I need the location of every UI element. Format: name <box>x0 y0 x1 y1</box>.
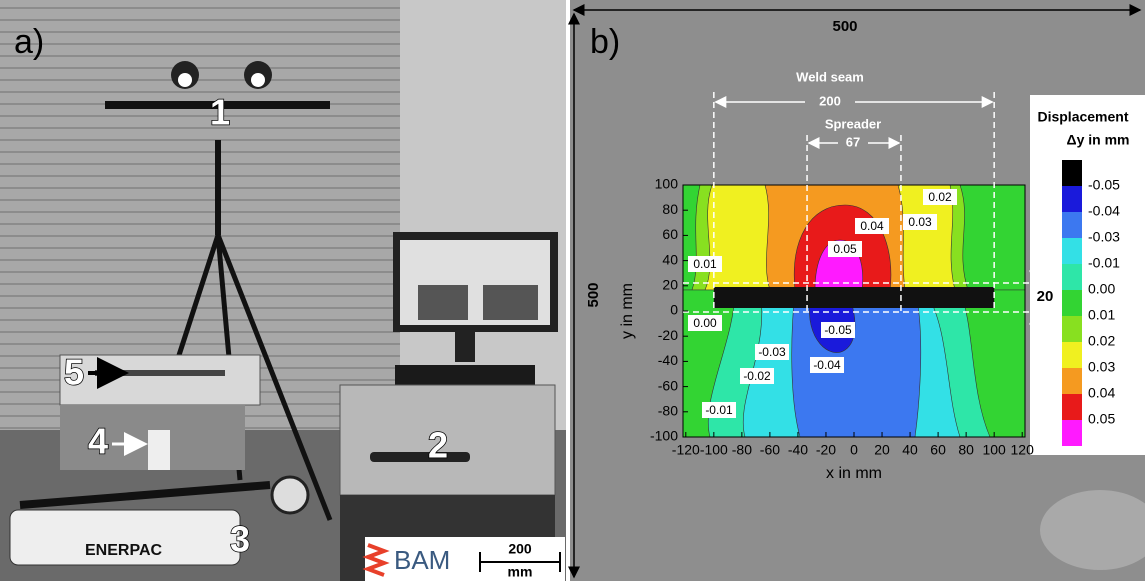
y-axis-label: y in mm <box>619 283 636 339</box>
x-tick-label: -40 <box>788 442 808 458</box>
panel-label: a) <box>14 23 44 61</box>
panel-label: b) <box>590 23 620 61</box>
contour-label-bg <box>810 357 844 373</box>
contour-label: -0.01 <box>705 403 733 417</box>
photo <box>0 0 566 581</box>
weld-seam-width: 200 <box>819 93 841 108</box>
contour-label-bg <box>821 322 855 338</box>
x-tick-label: 40 <box>902 442 918 458</box>
colorbar-label: 0.00 <box>1088 281 1115 297</box>
colorbar-swatch <box>1062 368 1082 394</box>
x-tick-label: -20 <box>816 442 836 458</box>
scale-value: 200 <box>508 541 532 557</box>
colorbar-label: 0.03 <box>1088 359 1115 375</box>
colorbar-swatch <box>1062 394 1082 420</box>
contour-label-bg <box>688 315 722 331</box>
colorbar-swatch <box>1062 290 1082 316</box>
x-tick-label: 120 <box>1011 442 1035 458</box>
contour-label: -0.02 <box>743 369 771 383</box>
y-tick-label: -100 <box>650 428 678 444</box>
colorbar-swatch <box>1062 212 1082 238</box>
spreader-title: Spreader <box>825 116 881 131</box>
contour-label-bg <box>755 344 789 360</box>
colorbar-label: -0.04 <box>1088 203 1120 219</box>
brand: ENERPAC <box>85 542 162 559</box>
y-tick-label: 100 <box>655 176 679 192</box>
weld-bar <box>713 287 995 308</box>
logo-mark <box>362 543 390 577</box>
colorbar-swatch <box>1062 160 1082 186</box>
y-tick-label: 20 <box>662 277 678 293</box>
callout: 2 <box>428 425 448 466</box>
height-label: 500 <box>585 282 602 307</box>
callout: 3 <box>230 519 250 560</box>
contour-label: 0.04 <box>860 219 884 233</box>
y-tick-label: 80 <box>662 201 678 217</box>
plate-reflection <box>1040 490 1145 570</box>
y-tick-label: 0 <box>670 302 678 318</box>
contour-label-bg <box>903 214 937 230</box>
x-tick-label: 20 <box>874 442 890 458</box>
x-tick-label: 80 <box>958 442 974 458</box>
logo-box <box>365 537 565 581</box>
weld-seam-title: Weld seam <box>796 69 864 84</box>
colorbar-swatch <box>1062 342 1082 368</box>
x-tick-label: 0 <box>850 442 858 458</box>
contour-label-bg <box>740 368 774 384</box>
colorbar-label: 0.05 <box>1088 411 1115 427</box>
colorbar-swatch <box>1062 316 1082 342</box>
contour-label: 0.05 <box>833 242 857 256</box>
x-tick-label: -120 <box>672 442 700 458</box>
scale-unit: mm <box>508 564 533 580</box>
contour-label-bg <box>828 241 862 257</box>
colorbar-label: -0.03 <box>1088 229 1120 245</box>
contour-label-bg <box>923 189 957 205</box>
colorbar-title: Displacement <box>1037 109 1128 125</box>
contour-label: -0.05 <box>824 323 852 337</box>
colorbar-label: 0.04 <box>1088 385 1115 401</box>
contour-label-bg <box>702 402 736 418</box>
x-axis-label: x in mm <box>826 465 882 482</box>
colorbar-label: 0.01 <box>1088 307 1115 323</box>
colorbar-subtitle: Δy in mm <box>1067 132 1130 148</box>
contour-label: 0.01 <box>693 257 717 271</box>
y-tick-label: -80 <box>658 403 678 419</box>
colorbar-swatch <box>1062 238 1082 264</box>
colorbar-label: -0.05 <box>1088 177 1120 193</box>
contour-band <box>959 185 1025 291</box>
x-tick-label: 60 <box>930 442 946 458</box>
contour-map <box>683 185 1025 437</box>
contour-label: 0.02 <box>928 190 952 204</box>
callout: 5 <box>64 352 84 393</box>
gap-width: 20 <box>1037 288 1054 305</box>
colorbar-swatch <box>1062 264 1082 290</box>
y-tick-label: 40 <box>662 251 678 267</box>
y-tick-label: -40 <box>658 352 678 368</box>
colorbar-bg <box>1030 95 1145 455</box>
contour-label: -0.03 <box>758 345 786 359</box>
contour-label: 0.03 <box>908 215 932 229</box>
width-label: 500 <box>832 18 857 35</box>
logo-text: BAM <box>394 545 450 575</box>
colorbar-label: -0.01 <box>1088 255 1120 271</box>
x-tick-label: -60 <box>760 442 780 458</box>
x-tick-label: -100 <box>700 442 728 458</box>
y-tick-label: -60 <box>658 377 678 393</box>
y-tick-label: -20 <box>658 327 678 343</box>
x-tick-label: -80 <box>732 442 752 458</box>
colorbar-swatch <box>1062 186 1082 212</box>
callout: 4 <box>88 421 108 462</box>
x-tick-label: 100 <box>982 442 1006 458</box>
y-tick-label: 60 <box>662 226 678 242</box>
colorbar-label: 0.02 <box>1088 333 1115 349</box>
colorbar-swatch <box>1062 420 1082 446</box>
contour-label-bg <box>855 218 889 234</box>
callout: 1 <box>210 92 230 133</box>
contour-label: 0.00 <box>693 316 717 330</box>
spreader-width: 67 <box>846 134 860 149</box>
contour-label-bg <box>688 256 722 272</box>
contour-label: -0.04 <box>813 358 841 372</box>
